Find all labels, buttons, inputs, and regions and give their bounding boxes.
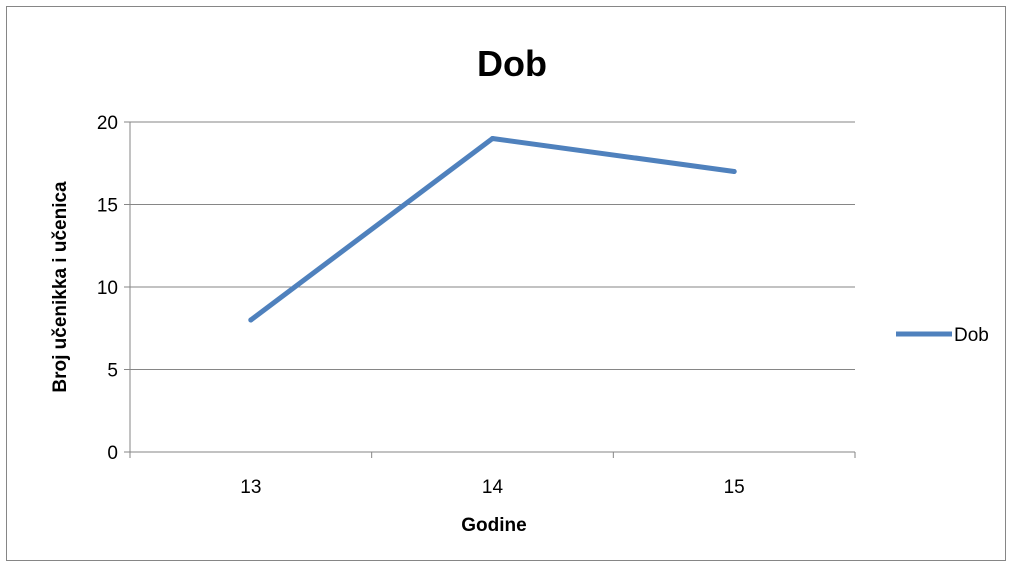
- data-point: [731, 169, 737, 174]
- chart-frame: [6, 6, 1006, 561]
- y-tick-label: 0: [107, 443, 118, 464]
- series-layer: [248, 136, 737, 323]
- legend: Dob: [896, 325, 989, 346]
- y-tick-labels: 0 5 10 15 20: [97, 113, 130, 464]
- y-tick-label: 20: [97, 113, 118, 134]
- x-axis-title: Godine: [461, 515, 526, 536]
- x-tick-label: 14: [482, 477, 504, 498]
- x-tick-label: 15: [724, 477, 745, 498]
- data-point: [248, 317, 254, 323]
- data-point: [490, 136, 495, 141]
- y-tick-label: 5: [107, 361, 118, 382]
- x-tick-label: 13: [240, 477, 261, 498]
- y-tick-label: 10: [97, 278, 118, 299]
- gridlines: [130, 121, 855, 370]
- legend-label: Dob: [954, 325, 989, 346]
- y-tick-label: 15: [97, 196, 118, 217]
- series-line-0: [248, 136, 737, 323]
- x-tick-labels: 13 14 15: [129, 452, 856, 498]
- chart-title: Dob: [477, 43, 547, 84]
- y-axis-title: Broj učenikka i učenica: [50, 181, 71, 393]
